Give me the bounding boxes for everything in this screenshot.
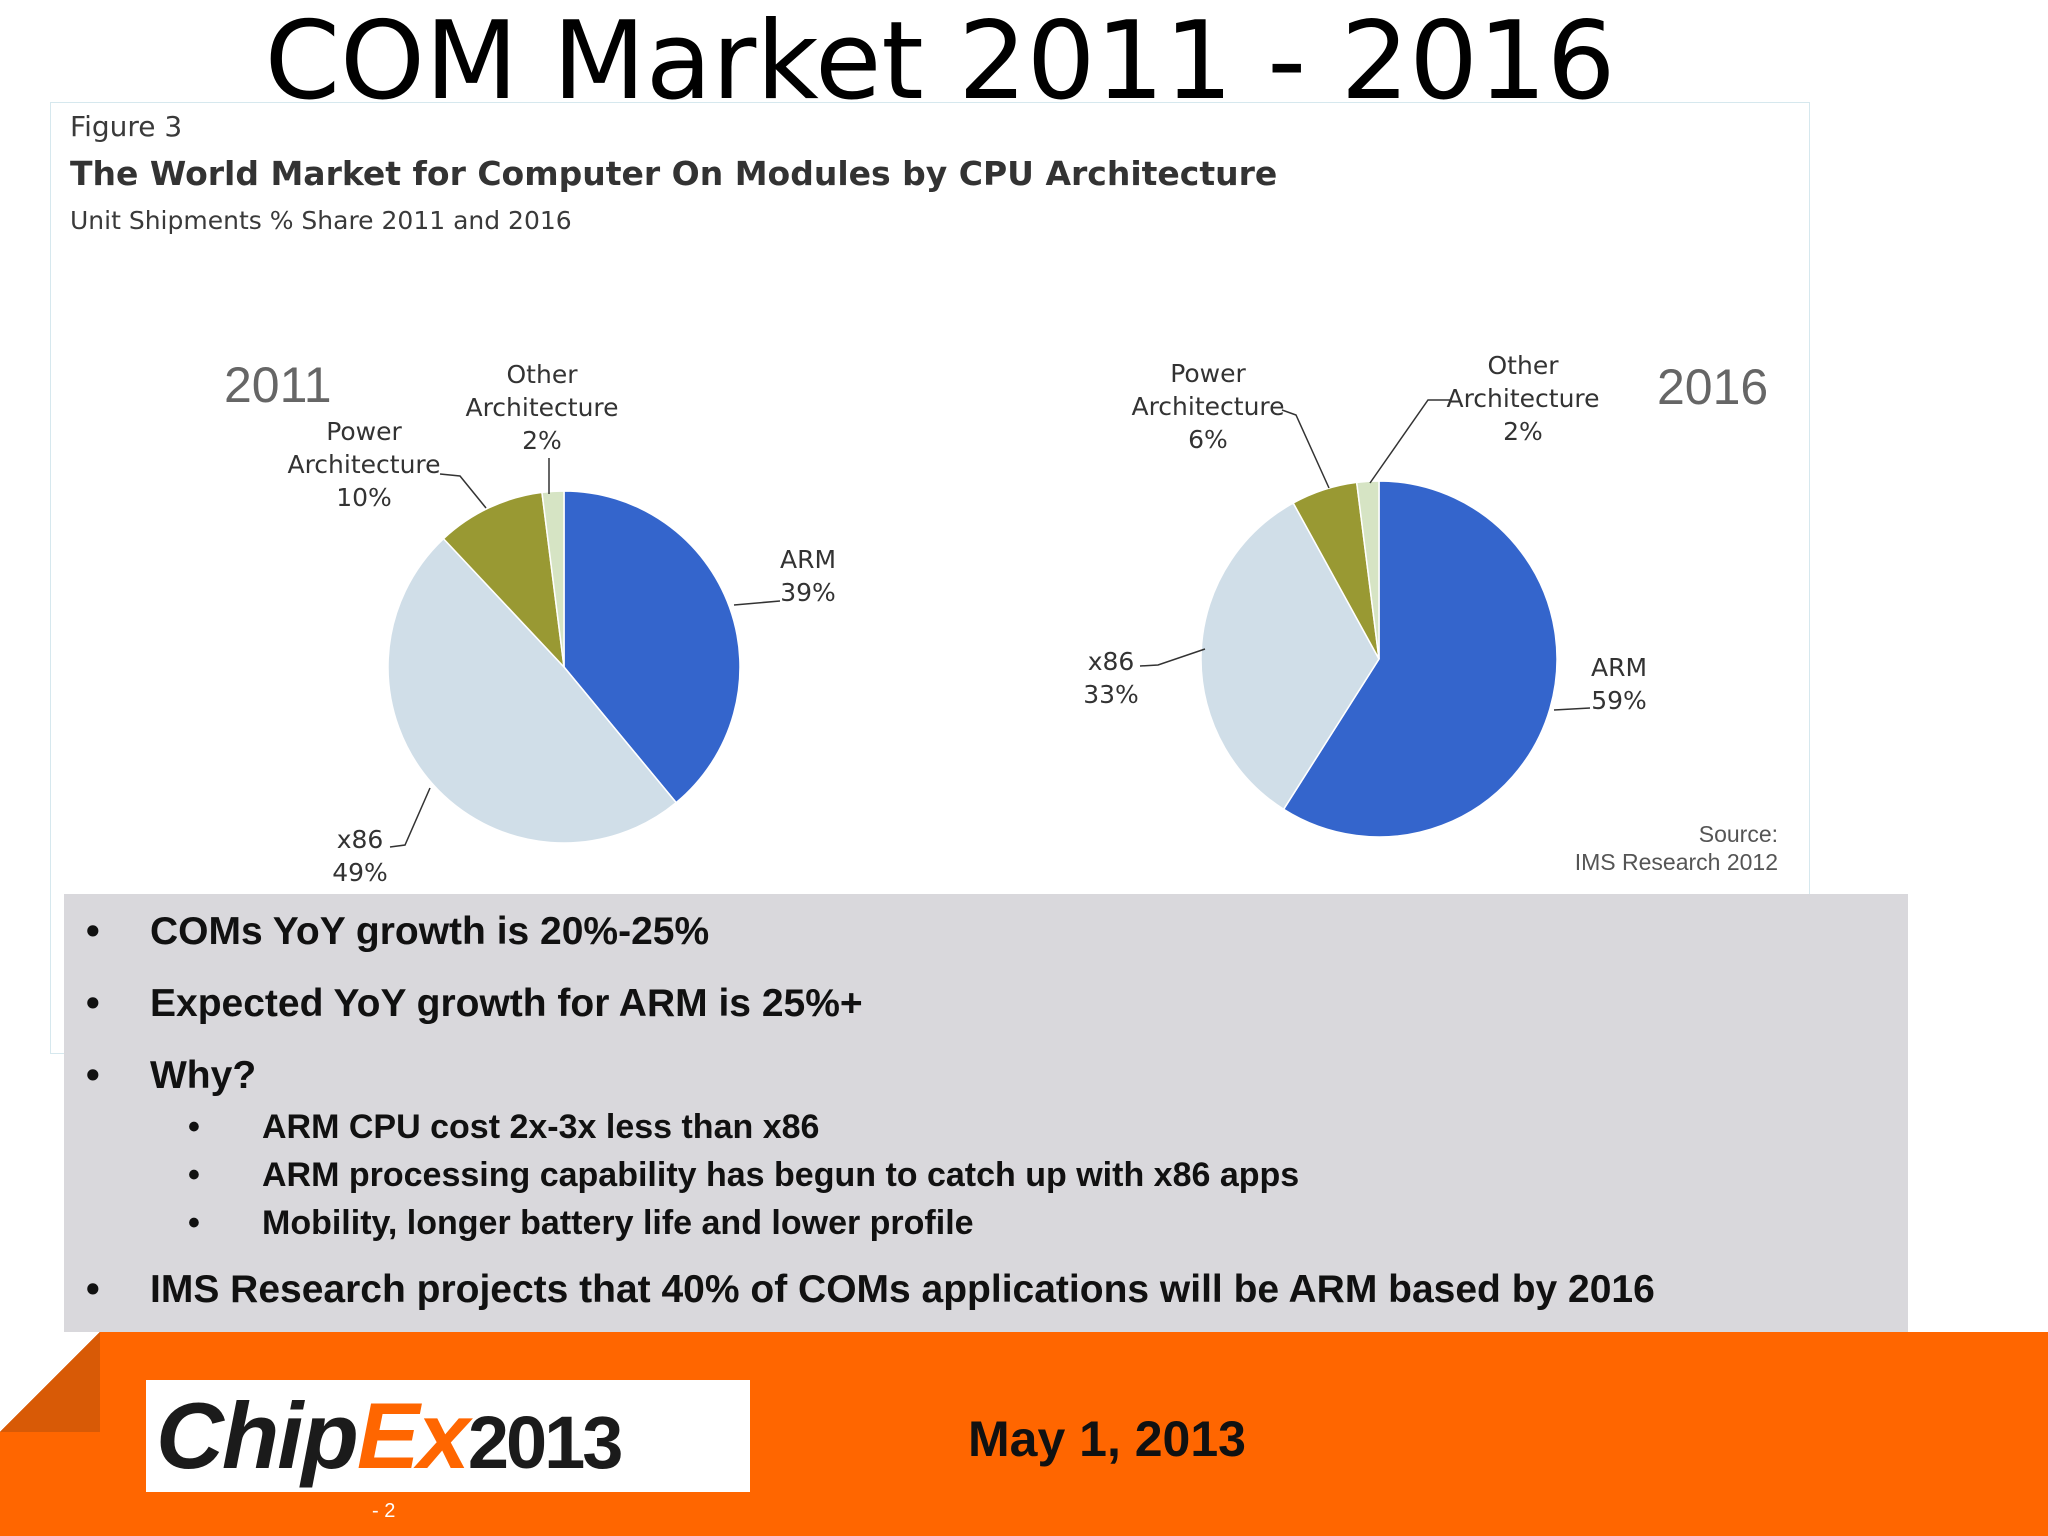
bullet-text: ARM CPU cost 2x-3x less than x86: [262, 1108, 820, 1146]
pie-2011-label-x86: x86 49%: [332, 825, 388, 887]
pie-2016-leader-line: [1139, 648, 1206, 667]
pie-2011-label-power-architecture: Power Architecture 10%: [287, 417, 440, 512]
pie-2011-leader-line: [733, 600, 781, 606]
footer-date: May 1, 2013: [968, 1411, 1246, 1467]
pie-2016-label-power-architecture: Power Architecture 6%: [1131, 359, 1284, 454]
pie-2016-label-other-architecture: Other Architecture 2%: [1446, 351, 1599, 446]
pie-2016-leader-line: [1553, 707, 1591, 711]
pie-2011-leader-line: [439, 473, 487, 509]
pie-2011-leader-line: [389, 787, 431, 848]
bullet-dot: •: [86, 1054, 100, 1097]
bullet-text: IMS Research projects that 40% of COMs a…: [150, 1268, 1655, 1311]
pie-2016-label-x86: x86 33%: [1083, 647, 1139, 709]
pie-2011-label-arm: ARM 39%: [780, 545, 836, 607]
pie-2016-leader-line: [1281, 409, 1330, 489]
page-number: - 2: [372, 1500, 396, 1522]
bullet-text: COMs YoY growth is 20%-25%: [150, 910, 710, 953]
bullet-text: ARM processing capability has begun to c…: [262, 1156, 1300, 1194]
bullet-text: Mobility, longer battery life and lower …: [262, 1204, 974, 1242]
page-fold-corner: [0, 1332, 100, 1432]
chart-2016-year: 2016: [1657, 359, 1769, 415]
bullet-text: Why?: [150, 1054, 257, 1097]
pie-2011-slice-other-architecture: [541, 490, 565, 668]
bullet-dot: •: [188, 1204, 200, 1242]
logo-ex-text: Ex: [356, 1383, 470, 1488]
pie-2016-label-arm: ARM 59%: [1591, 653, 1647, 715]
pie-2016-slice-arm: [1282, 480, 1558, 838]
bullet-panel: [64, 894, 1908, 1332]
chipex-logo: ChipEx2013: [146, 1380, 750, 1492]
figure-label: Figure 3: [70, 110, 183, 143]
logo-chip-text: Chip: [156, 1383, 359, 1488]
pie-2011-slice-x86: [387, 537, 678, 844]
chart-2011-year: 2011: [224, 357, 332, 413]
pie-2011-label-other-architecture: Other Architecture 2%: [465, 360, 618, 455]
source-label: Source:: [1698, 821, 1778, 847]
bullet-dot: •: [188, 1156, 200, 1194]
bullet-dot: •: [86, 1268, 100, 1311]
logo-year-text: 2013: [467, 1401, 624, 1484]
bullet-dot: •: [86, 910, 100, 953]
bullet-text: Expected YoY growth for ARM is 25%+: [150, 982, 863, 1025]
chart-source: Source: IMS Research 2012: [1575, 820, 1778, 876]
figure-title: The World Market for Computer On Modules…: [70, 154, 1278, 193]
figure-subtitle: Unit Shipments % Share 2011 and 2016: [70, 206, 572, 235]
bullet-dot: •: [188, 1108, 200, 1146]
source-text: IMS Research 2012: [1574, 849, 1778, 875]
pie-2016-slice-other-architecture: [1355, 480, 1380, 660]
pie-2011-slice-arm: [563, 490, 741, 804]
pie-2011-slice-power-architecture: [442, 491, 566, 670]
bullet-dot: •: [86, 982, 100, 1025]
pie-2016-leader-line: [1369, 399, 1450, 484]
